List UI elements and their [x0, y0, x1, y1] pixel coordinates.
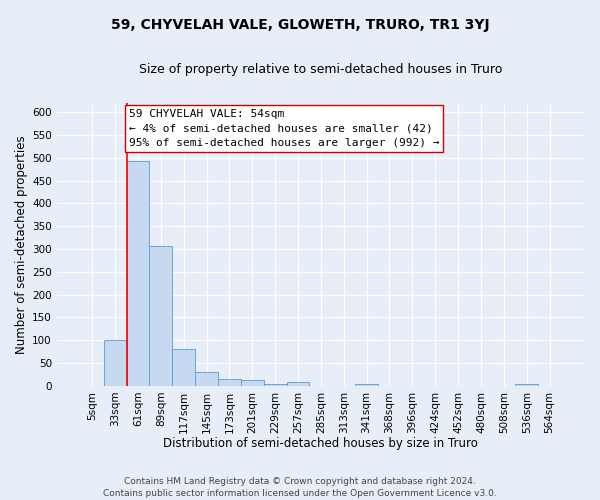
Bar: [218, 379, 241, 386]
Bar: [127, 161, 149, 386]
Bar: [104, 340, 127, 386]
Text: Contains HM Land Registry data © Crown copyright and database right 2024.
Contai: Contains HM Land Registry data © Crown c…: [103, 476, 497, 498]
Bar: [287, 382, 310, 386]
Bar: [515, 384, 538, 386]
Text: 59, CHYVELAH VALE, GLOWETH, TRURO, TR1 3YJ: 59, CHYVELAH VALE, GLOWETH, TRURO, TR1 3…: [110, 18, 490, 32]
Y-axis label: Number of semi-detached properties: Number of semi-detached properties: [15, 135, 28, 354]
Text: 59 CHYVELAH VALE: 54sqm
← 4% of semi-detached houses are smaller (42)
95% of sem: 59 CHYVELAH VALE: 54sqm ← 4% of semi-det…: [129, 109, 439, 148]
Bar: [195, 372, 218, 386]
X-axis label: Distribution of semi-detached houses by size in Truro: Distribution of semi-detached houses by …: [163, 437, 478, 450]
Bar: [149, 246, 172, 386]
Bar: [355, 384, 378, 386]
Bar: [172, 350, 195, 386]
Title: Size of property relative to semi-detached houses in Truro: Size of property relative to semi-detach…: [139, 62, 503, 76]
Bar: [264, 384, 287, 386]
Bar: [241, 380, 264, 386]
